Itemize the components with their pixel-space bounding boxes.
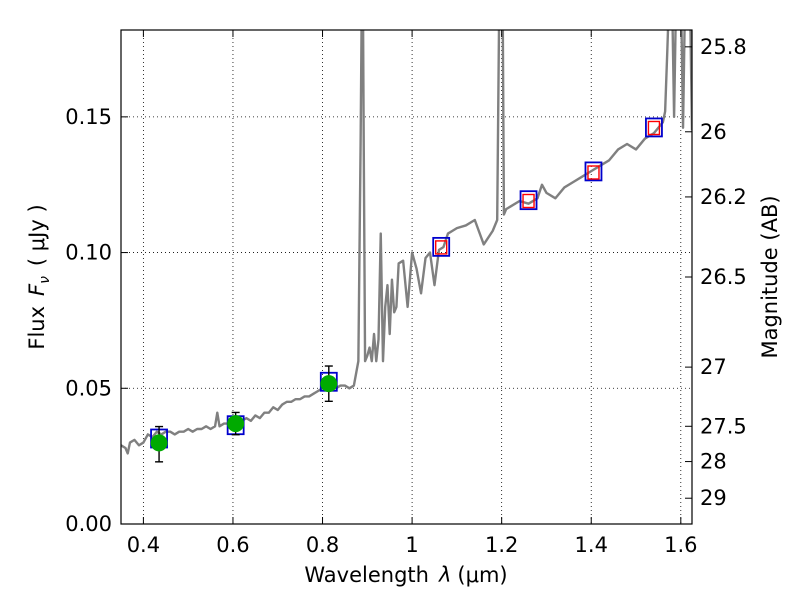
x-tick-label: 1.2 [485,533,518,557]
y2-tick-label: 26 [700,120,727,144]
y2-tick-label: 28 [700,450,727,474]
upper-limit-square [522,193,535,209]
y2-axis-label: Magnitude (AB) [758,195,782,358]
x-tick-label: 1.4 [575,533,608,557]
x-tick-label: 0.4 [127,533,160,557]
upper-limit-square [587,165,600,180]
y2-tick-label: 27.5 [700,414,747,438]
upper-limit-square [435,240,448,255]
observed-flux-point [320,375,338,393]
spectrum-line [121,30,692,455]
upper-limit-square [647,120,661,136]
model-flux-square [584,161,603,182]
observed-flux-point [150,434,168,452]
y-axis-left: 0.00 0.05 0.10 0.15 [65,105,128,536]
y2-tick-label: 29 [700,486,727,510]
x-tick-label: 1 [405,533,418,557]
observed-flux-point [227,415,245,433]
model-flux-square [645,117,663,138]
y-tick-label: 0.15 [65,105,112,129]
y-tick-label: 0.00 [65,512,112,536]
y-tick-label: 0.10 [65,241,112,265]
y2-tick-label: 26.5 [700,265,747,289]
x-axis-label: Wavelength λ (μm) [304,563,507,587]
model-flux-square [432,236,451,257]
x-axis: 0.4 0.6 0.8 1 1.2 1.4 1.6 [127,30,698,557]
y-axis-right: 25.8 26 26.2 26.5 27 27.5 28 29 [685,35,747,510]
model-flux-square [519,190,538,211]
y-axis-label: FluxFν( μJy ) [25,204,53,349]
x-tick-label: 1.6 [664,533,697,557]
y2-tick-label: 26.2 [700,185,747,209]
marker-layer [150,117,663,463]
x-tick-label: 0.6 [216,533,249,557]
spectrum-layer [121,30,692,455]
y-tick-label: 0.05 [65,376,112,400]
y2-tick-label: 25.8 [700,35,747,59]
y2-tick-label: 27 [700,355,727,379]
x-tick-label: 0.8 [306,533,339,557]
